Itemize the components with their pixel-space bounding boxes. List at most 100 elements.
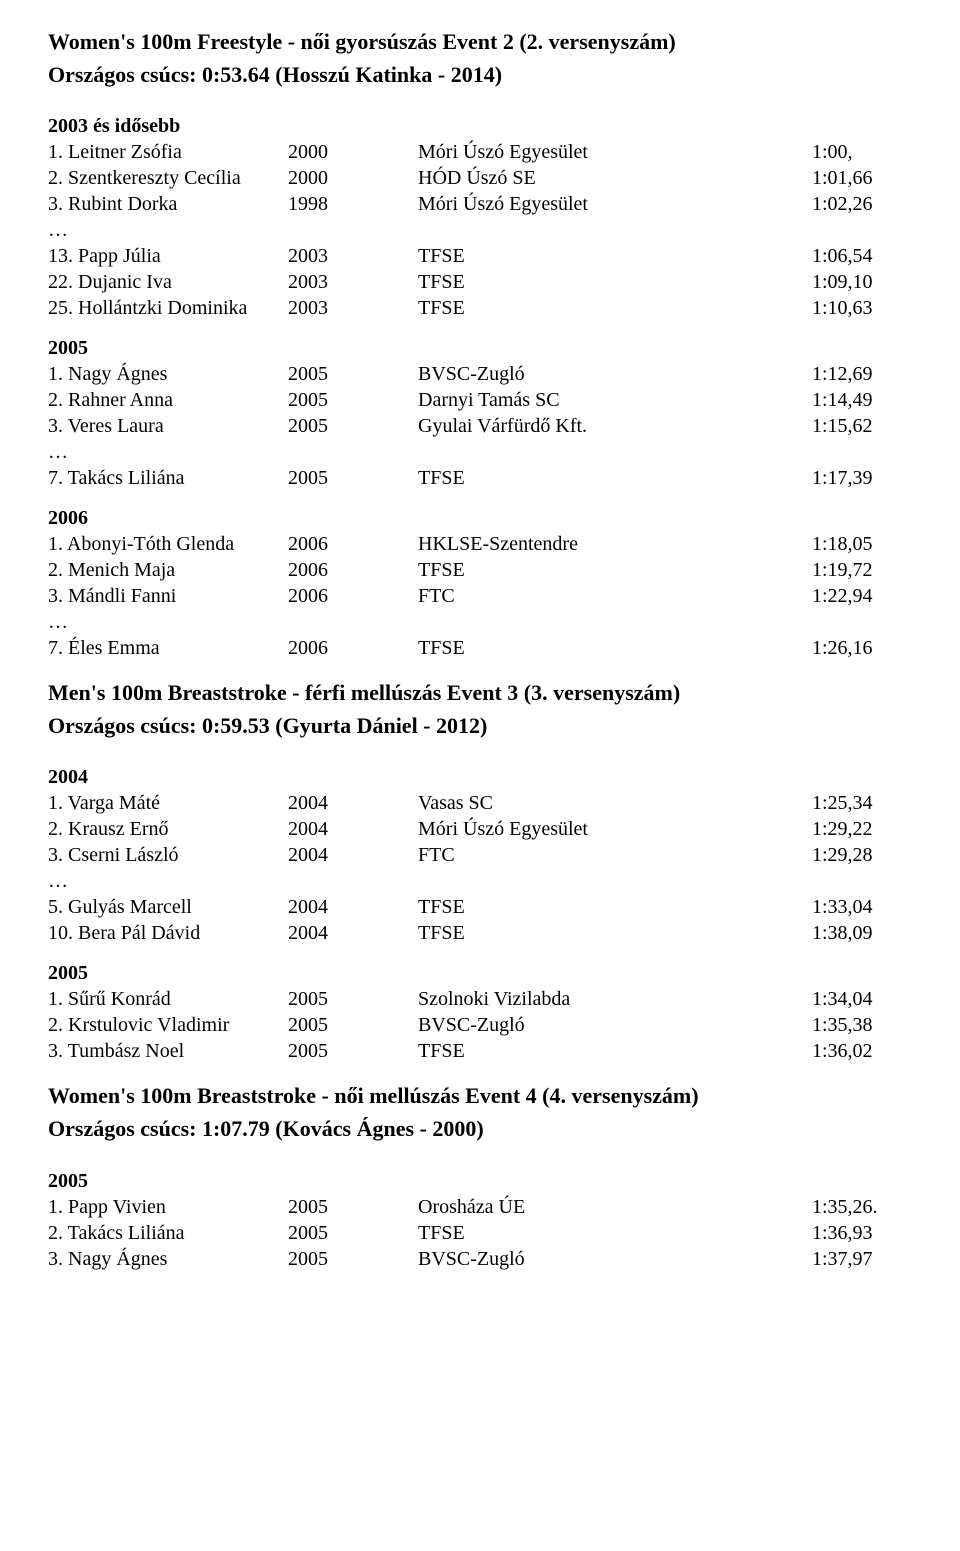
event-title-line2: Országos csúcs: 1:07.79 (Kovács Ágnes - … [48,1115,912,1144]
rank-name: 1. Varga Máté [48,790,288,816]
result-row: 3. Tumbász Noel2005TFSE1:36,02 [48,1038,912,1064]
club: HKLSE-Szentendre [418,531,812,557]
birth-year: 2003 [288,243,418,269]
birth-year: 1998 [288,191,418,217]
age-group-heading: 2005 [48,1168,912,1194]
rank-name: 1. Abonyi-Tóth Glenda [48,531,288,557]
rank-name: 22. Dujanic Iva [48,269,288,295]
club: BVSC-Zugló [418,1246,812,1272]
result-row: 2. Szentkereszty Cecília2000HÓD Úszó SE1… [48,165,912,191]
time: 1:33,04 [812,894,912,920]
time: 1:25,34 [812,790,912,816]
result-row: 2. Krausz Ernő2004Móri Úszó Egyesület1:2… [48,816,912,842]
time: 1:34,04 [812,986,912,1012]
birth-year: 2004 [288,842,418,868]
rank-name: 3. Nagy Ágnes [48,1246,288,1272]
time: 1:17,39 [812,465,912,491]
rank-name: 3. Veres Laura [48,413,288,439]
club: HÓD Úszó SE [418,165,812,191]
rank-name: 1. Leitner Zsófia [48,139,288,165]
event-title-line2: Országos csúcs: 0:53.64 (Hosszú Katinka … [48,61,912,90]
result-row: 2. Rahner Anna2005Darnyi Tamás SC1:14,49 [48,387,912,413]
age-group-heading: 2003 és idősebb [48,113,912,139]
birth-year: 2005 [288,1220,418,1246]
ellipsis: … [48,217,912,243]
time: 1:15,62 [812,413,912,439]
club: FTC [418,842,812,868]
ellipsis: … [48,609,912,635]
result-row: 1. Varga Máté2004Vasas SC1:25,34 [48,790,912,816]
ellipsis: … [48,439,912,465]
club: FTC [418,583,812,609]
birth-year: 2005 [288,361,418,387]
club: Vasas SC [418,790,812,816]
rank-name: 3. Tumbász Noel [48,1038,288,1064]
time: 1:18,05 [812,531,912,557]
rank-name: 3. Rubint Dorka [48,191,288,217]
rank-name: 7. Takács Liliána [48,465,288,491]
result-row: 7. Éles Emma2006TFSE1:26,16 [48,635,912,661]
result-row: 3. Cserni László2004FTC1:29,28 [48,842,912,868]
rank-name: 2. Rahner Anna [48,387,288,413]
rank-name: 2. Krausz Ernő [48,816,288,842]
result-row: 3. Rubint Dorka1998Móri Úszó Egyesület1:… [48,191,912,217]
birth-year: 2003 [288,269,418,295]
birth-year: 2003 [288,295,418,321]
event-title-line1: Women's 100m Freestyle - női gyorsúszás … [48,28,912,57]
result-row: 1. Papp Vivien2005Orosháza ÚE1:35,26. [48,1194,912,1220]
event-title-line2: Országos csúcs: 0:59.53 (Gyurta Dániel -… [48,712,912,741]
time: 1:36,02 [812,1038,912,1064]
club: TFSE [418,894,812,920]
time: 1:22,94 [812,583,912,609]
club: BVSC-Zugló [418,1012,812,1038]
club: Móri Úszó Egyesület [418,191,812,217]
result-row: 2. Menich Maja2006TFSE1:19,72 [48,557,912,583]
result-row: 3. Mándli Fanni2006FTC1:22,94 [48,583,912,609]
birth-year: 2004 [288,790,418,816]
birth-year: 2005 [288,1012,418,1038]
birth-year: 2006 [288,557,418,583]
time: 1:10,63 [812,295,912,321]
birth-year: 2005 [288,413,418,439]
birth-year: 2005 [288,986,418,1012]
time: 1:00, [812,139,912,165]
rank-name: 1. Papp Vivien [48,1194,288,1220]
event-title-line1: Women's 100m Breaststroke - női mellúszá… [48,1082,912,1111]
time: 1:29,22 [812,816,912,842]
age-group-heading: 2006 [48,505,912,531]
club: TFSE [418,557,812,583]
club: TFSE [418,243,812,269]
time: 1:01,66 [812,165,912,191]
result-row: 1. Nagy Ágnes2005BVSC-Zugló1:12,69 [48,361,912,387]
time: 1:14,49 [812,387,912,413]
rank-name: 2. Krstulovic Vladimir [48,1012,288,1038]
club: Szolnoki Vizilabda [418,986,812,1012]
club: BVSC-Zugló [418,361,812,387]
club: Gyulai Várfürdő Kft. [418,413,812,439]
time: 1:02,26 [812,191,912,217]
birth-year: 2006 [288,635,418,661]
rank-name: 13. Papp Júlia [48,243,288,269]
result-row: 2. Krstulovic Vladimir2005BVSC-Zugló1:35… [48,1012,912,1038]
club: TFSE [418,295,812,321]
result-row: 13. Papp Júlia2003TFSE1:06,54 [48,243,912,269]
rank-name: 10. Bera Pál Dávid [48,920,288,946]
birth-year: 2005 [288,1246,418,1272]
event-title-line1: Men's 100m Breaststroke - férfi mellúszá… [48,679,912,708]
age-group-heading: 2004 [48,764,912,790]
time: 1:36,93 [812,1220,912,1246]
result-row: 10. Bera Pál Dávid2004TFSE1:38,09 [48,920,912,946]
rank-name: 5. Gulyás Marcell [48,894,288,920]
birth-year: 2004 [288,894,418,920]
birth-year: 2005 [288,465,418,491]
birth-year: 2005 [288,1038,418,1064]
birth-year: 2000 [288,165,418,191]
birth-year: 2005 [288,1194,418,1220]
result-row: 1. Abonyi-Tóth Glenda2006HKLSE-Szentendr… [48,531,912,557]
birth-year: 2006 [288,583,418,609]
time: 1:09,10 [812,269,912,295]
result-row: 3. Nagy Ágnes2005BVSC-Zugló1:37,97 [48,1246,912,1272]
result-row: 3. Veres Laura2005Gyulai Várfürdő Kft.1:… [48,413,912,439]
rank-name: 2. Menich Maja [48,557,288,583]
ellipsis: … [48,868,912,894]
